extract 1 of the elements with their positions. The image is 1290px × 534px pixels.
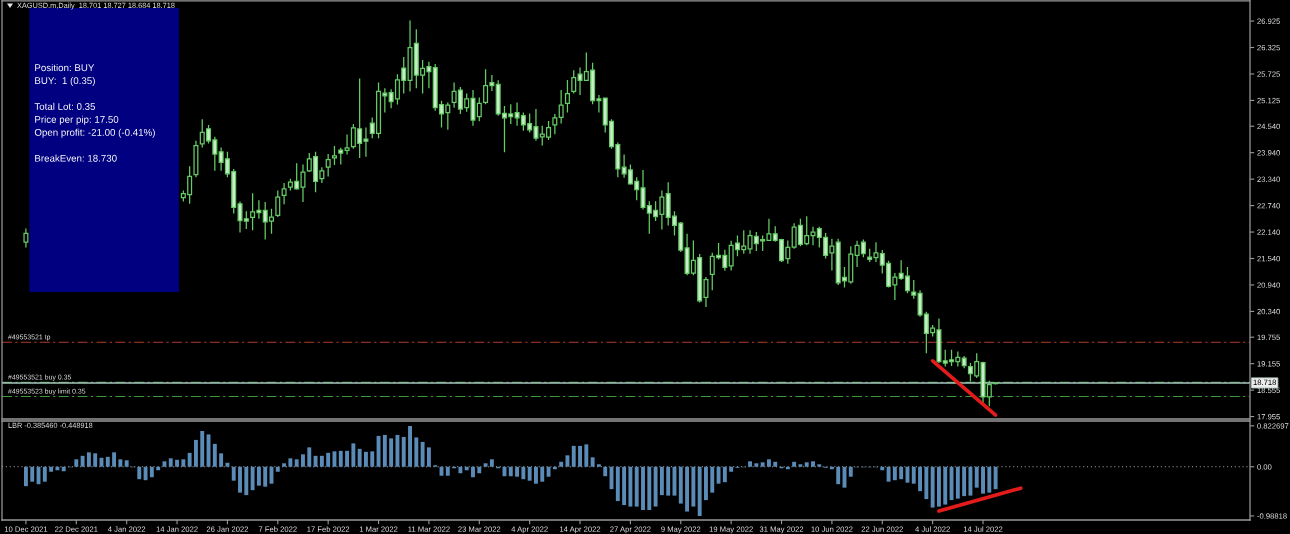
text: Position: BUY BUY: 1 (0.35) Total Lot: 0.35 Price per pip: 17.50 Open profit: -21.00 (-0.41%) BreakEven: 18.730	[34, 64, 155, 162]
